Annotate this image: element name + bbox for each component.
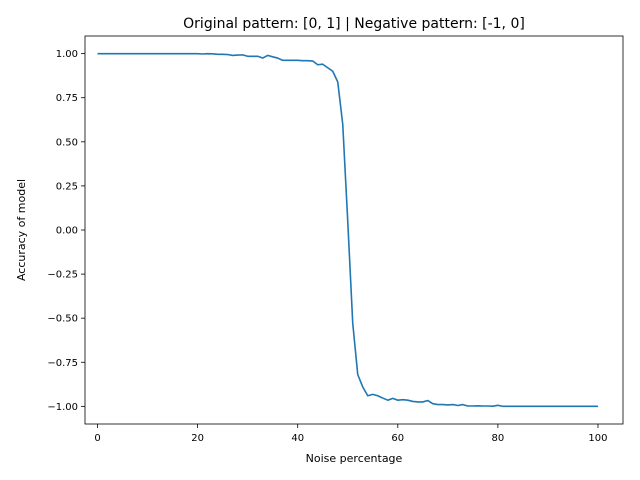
x-tick-label: 40	[291, 433, 304, 444]
y-tick-label: 0.75	[56, 93, 78, 104]
x-axis-ticks: 0 20 40 60 80 100	[94, 424, 608, 444]
plot-frame	[84, 35, 624, 425]
y-tick-label: −1.00	[47, 402, 78, 413]
x-tick-label: 60	[391, 433, 404, 444]
y-tick-label: 0.50	[56, 137, 78, 148]
series-line	[97, 52, 598, 408]
y-tick-label: 0.00	[56, 226, 78, 237]
y-axis-ticks: −1.00 −0.75 −0.50 −0.25 0.00 0.25 0.50 0.75 1.00	[47, 49, 85, 413]
x-tick-label: 80	[492, 433, 505, 444]
y-tick-label: −0.75	[47, 358, 78, 369]
x-tick-label: 0	[94, 433, 100, 444]
x-axis-label: Noise percentage	[306, 452, 403, 465]
x-tick-label: 20	[191, 433, 204, 444]
y-axis-label: Accuracy of model	[15, 179, 28, 281]
y-tick-label: −0.50	[47, 314, 78, 325]
y-tick-label: −0.25	[47, 270, 78, 281]
chart-title: Original pattern: [0, 1] | Negative patt…	[183, 16, 525, 32]
y-tick-label: 0.25	[56, 181, 78, 192]
y-tick-label: 1.00	[56, 49, 78, 60]
x-tick-label: 100	[588, 433, 607, 444]
